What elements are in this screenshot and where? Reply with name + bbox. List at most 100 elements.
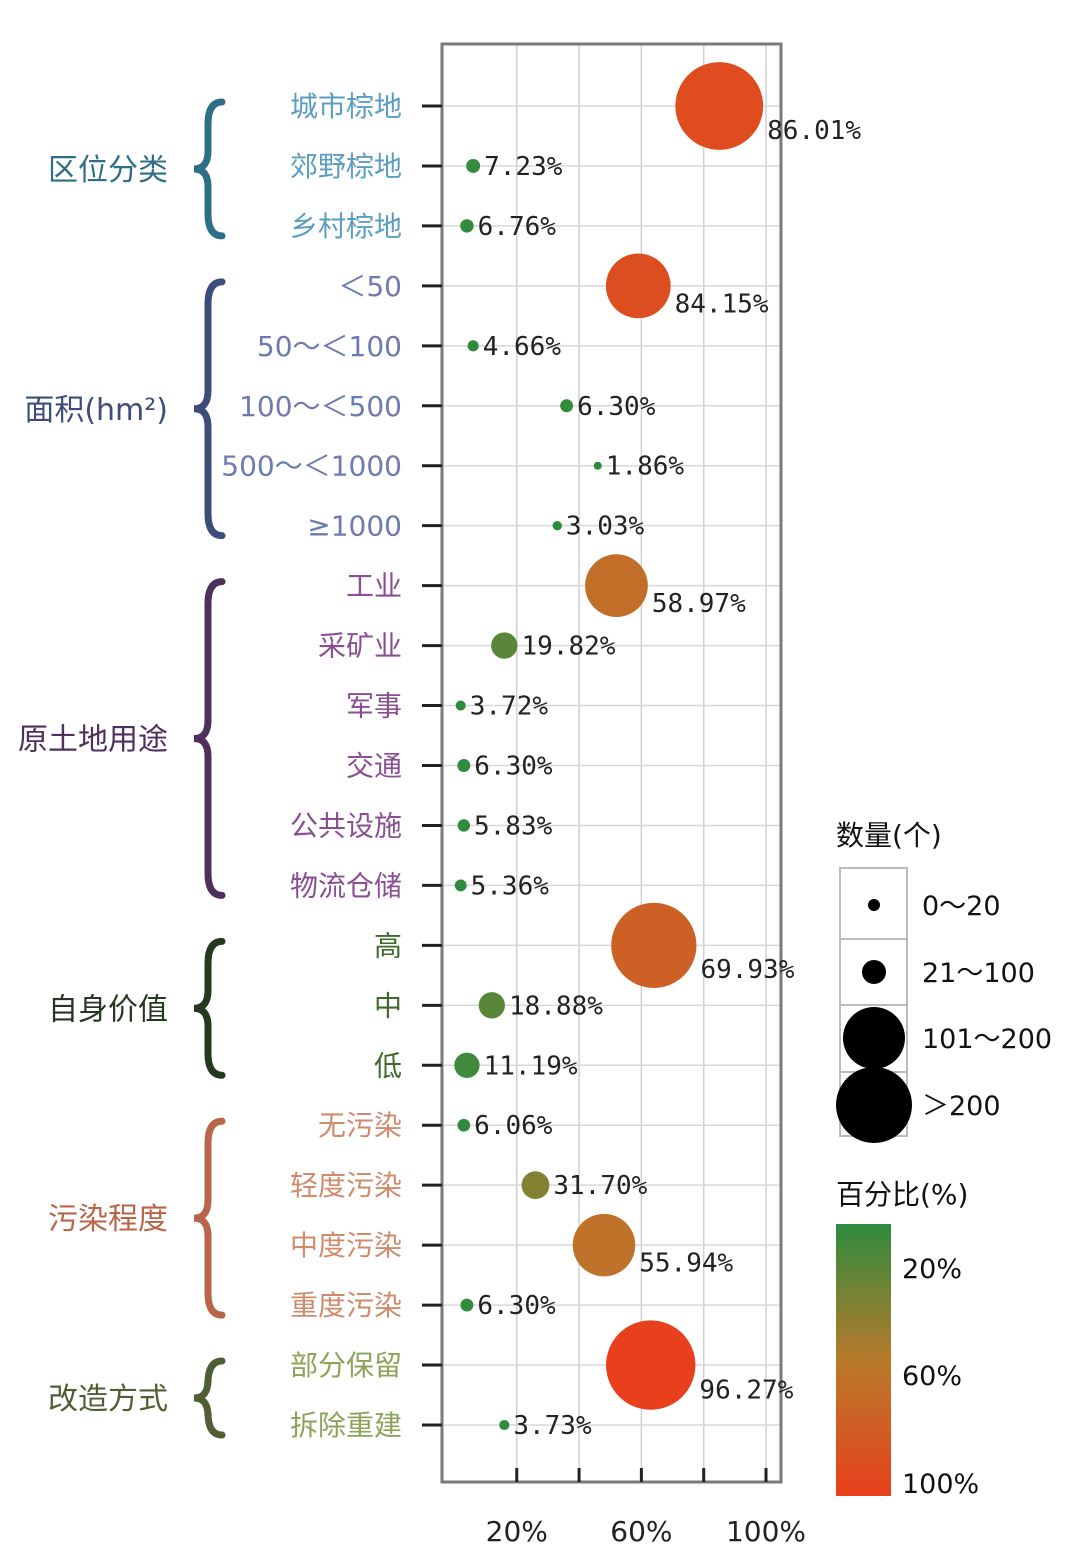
row-label: 高 [374,929,402,962]
bubble-1-0 [605,253,671,319]
bubble-0-0 [675,62,764,150]
group-brace-3 [193,937,226,1079]
group-brace-1 [193,278,226,540]
group-label-4: 污染程度 [48,1202,168,1237]
row-label: 公共设施 [290,809,402,842]
value-label: 11.19% [484,1051,578,1081]
bubble-0-2 [460,219,474,233]
value-label: 6.30% [577,392,656,422]
row-label: 中度污染 [290,1229,402,1262]
size-legend-label-0: 0～20 [922,891,1001,922]
bubble-2-1 [491,632,518,659]
x-axis: 20% 60% 100% [422,104,806,1548]
color-tick-100: 100% [902,1469,979,1500]
value-label: 5.83% [474,811,553,841]
bubble-4-2 [572,1213,636,1277]
row-label: ≥1000 [307,510,402,543]
group-label-3: 自身价值 [48,992,168,1027]
color-tick-60: 60% [902,1361,962,1392]
row-label: 郊野棕地 [290,150,402,183]
value-label: 69.93% [700,955,794,985]
row-label: ＜50 [338,270,402,303]
value-label: 1.86% [606,452,685,482]
value-label: 7.23% [484,152,563,182]
value-label: 3.03% [566,512,645,542]
value-label: 84.15% [675,290,769,320]
value-label: 6.76% [478,212,557,242]
value-label: 58.97% [652,589,746,619]
color-scale-bar [836,1224,891,1496]
bubble-2-5 [454,879,467,892]
group-brace-4 [193,1117,226,1319]
color-tick-20: 20% [902,1254,962,1285]
group-brace-0 [193,98,226,240]
row-label: 城市棕地 [290,90,402,123]
row-label: 50～＜100 [257,330,402,363]
value-label: 86.01% [767,116,861,146]
value-label: 3.72% [470,692,549,722]
size-legend-title: 数量(个) [836,819,942,852]
data-marks: 86.01% 7.23% 6.76% 84.15% 4.66% 6.30% 1.86% 3.0… [454,62,861,1441]
plot-frame [440,42,783,1484]
group-label-0: 区位分类 [48,153,168,188]
group-label-2: 原土地用途 [18,723,168,758]
value-label: 6.06% [474,1111,553,1141]
bubble-2-4 [457,819,471,832]
x-tick-label-0: 20% [486,1515,548,1548]
bubble-1-1 [467,340,479,352]
value-label: 96.27% [699,1376,793,1406]
bubble-3-2 [454,1052,480,1078]
row-label: 拆除重建 [290,1409,402,1442]
size-legend-label-1: 21～100 [922,958,1035,989]
row-label: 低 [374,1049,402,1082]
value-label: 4.66% [483,332,562,362]
row-label: 无污染 [318,1109,402,1142]
row-label: 乡村棕地 [290,210,402,243]
row-label: 500～＜1000 [221,450,402,483]
value-label: 3.73% [513,1411,592,1441]
row-label: 交通 [346,750,402,783]
size-legend-symbol-3 [836,1067,912,1143]
size-legend-symbol-1 [862,960,886,984]
legends: 数量(个) 百分比(%) 20% 60% 100% 0～20 21～100 101～… [836,819,1052,1500]
size-legend-label-2: 101～200 [922,1024,1052,1055]
row-label: 中 [374,989,402,1022]
group-label-1: 面积(hm²) [24,393,168,428]
bubble-4-3 [460,1298,474,1312]
bubble-0-1 [466,158,481,173]
bubble-2-2 [455,700,466,711]
x-tick-label-2: 100% [726,1515,806,1548]
value-label: 31.70% [553,1171,647,1201]
row-label: 军事 [346,690,402,723]
bubble-5-1 [499,1419,510,1431]
value-label: 6.30% [474,752,553,782]
value-label: 19.82% [521,632,615,662]
value-label: 5.36% [471,871,550,901]
group-label-5: 改造方式 [48,1382,168,1417]
row-label: 工业 [346,570,402,603]
bubble-1-4 [552,521,562,531]
bubble-3-1 [478,992,505,1019]
row-label: 物流仓储 [290,869,402,902]
bubble-2-0 [585,554,648,617]
bubble-5-0 [606,1320,696,1410]
value-label: 55.94% [639,1248,733,1278]
value-label: 6.30% [477,1291,556,1321]
bubble-1-2 [560,399,574,413]
row-label: 重度污染 [290,1289,402,1322]
row-label: 轻度污染 [290,1169,402,1202]
group-brace-2 [193,578,226,899]
row-label: 100～＜500 [239,390,402,423]
size-legend-label-3: ＞200 [922,1091,1001,1122]
row-label: 采矿业 [318,630,402,663]
bubble-2-3 [457,759,471,772]
value-label: 18.88% [509,991,603,1021]
size-legend-symbol-0 [868,899,880,911]
color-legend-title: 百分比(%) [836,1178,968,1211]
group-brace-5 [193,1357,226,1439]
size-legend-symbol-2 [843,1007,905,1069]
x-tick-label-1: 60% [610,1515,672,1548]
bubble-4-0 [457,1118,471,1132]
